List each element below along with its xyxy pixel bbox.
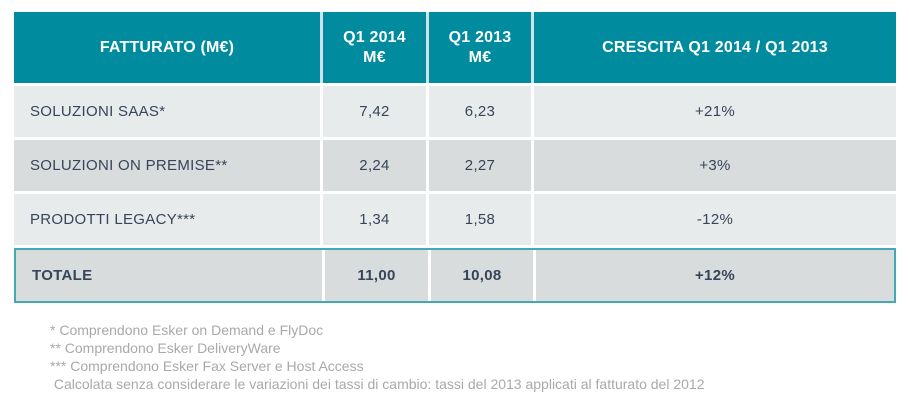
value-q1-2014: 1,34 — [323, 194, 426, 245]
value-q1-2014: 2,24 — [323, 140, 426, 191]
value-growth: -12% — [534, 194, 896, 245]
revenue-table: FATTURATO (M€) Q1 2014 M€ Q1 2013 M€ CRE… — [14, 12, 896, 303]
footnote-exchange-rates: Calcolata senza considerare le variazion… — [50, 376, 705, 392]
footnotes: * Comprendono Esker on Demand e FlyDoc *… — [50, 321, 896, 393]
table-row-soluzioni-saas: SOLUZIONI SAAS* 7,42 6,23 +21% — [14, 86, 896, 137]
value-q1-2014: 7,42 — [323, 86, 426, 137]
value-q1-2013: 6,23 — [429, 86, 531, 137]
value-growth: +12% — [536, 250, 894, 301]
value-growth: +3% — [534, 140, 896, 191]
row-label: PRODOTTI LEGACY*** — [14, 194, 320, 245]
value-growth: +21% — [534, 86, 896, 137]
value-q1-2013: 2,27 — [429, 140, 531, 191]
footnote-legacy: *** Comprendono Esker Fax Server e Host … — [50, 358, 364, 374]
row-label: SOLUZIONI SAAS* — [14, 86, 320, 137]
table-row-totale: TOTALE 11,00 10,08 +12% — [14, 248, 896, 303]
column-header-fatturato: FATTURATO (M€) — [14, 12, 320, 83]
footnote-on-premise: ** Comprendono Esker DeliveryWare — [50, 340, 281, 356]
column-header-crescita: CRESCITA Q1 2014 / Q1 2013 — [534, 12, 896, 83]
table-row-prodotti-legacy: PRODOTTI LEGACY*** 1,34 1,58 -12% — [14, 194, 896, 245]
column-header-q1-2013: Q1 2013 M€ — [429, 12, 531, 83]
table-header-row: FATTURATO (M€) Q1 2014 M€ Q1 2013 M€ CRE… — [14, 12, 896, 83]
value-q1-2014: 11,00 — [325, 250, 428, 301]
value-q1-2013: 10,08 — [431, 250, 533, 301]
table-row-soluzioni-on-premise: SOLUZIONI ON PREMISE** 2,24 2,27 +3% — [14, 140, 896, 191]
value-q1-2013: 1,58 — [429, 194, 531, 245]
footnote-saas: * Comprendono Esker on Demand e FlyDoc — [50, 322, 324, 338]
column-header-q1-2014: Q1 2014 M€ — [323, 12, 426, 83]
row-label: TOTALE — [16, 250, 322, 301]
row-label: SOLUZIONI ON PREMISE** — [14, 140, 320, 191]
